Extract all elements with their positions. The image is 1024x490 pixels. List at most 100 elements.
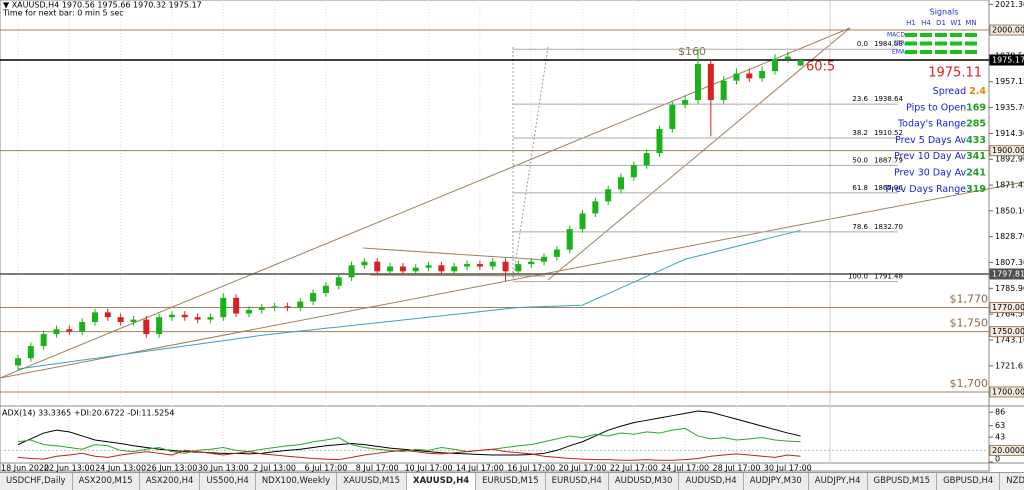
info-line: Prev 10 Day Av341 [894,151,986,162]
candle-body [310,293,317,302]
candle-body [682,100,689,105]
candle-body [258,307,265,310]
trend-line [0,181,1024,379]
price-level-label: 1770.00 [992,303,1024,312]
symbol-tab[interactable]: GBPUSD,M15 [868,473,938,490]
candle-body [771,58,778,72]
signal-cell [935,33,947,37]
signal-row: STR [893,40,905,47]
symbol-tab[interactable]: USDCHF,Daily [0,473,73,490]
candle-body [541,256,548,262]
candle-body [245,309,252,314]
candle-body [476,264,483,267]
symbol-tab[interactable]: EURUSD,H4 [546,473,609,490]
signal-column: H1 [906,19,916,27]
candle-body [502,261,509,272]
candle-body [643,153,650,166]
signal-cell [965,50,977,54]
indicator-line [17,448,801,461]
price-level-label: 1975.17 [992,55,1024,64]
symbol-tab[interactable]: NDX100,Weekly [256,473,338,490]
fib-level: 23.6 [852,95,868,103]
symbol-tab[interactable]: NZDUSD,M15 [1000,473,1024,490]
symbol-tab[interactable]: XAUUSD,H4 [407,473,477,490]
symbol-tab[interactable]: AUDJPY,M30 [744,473,809,490]
info-label: Spread [933,86,969,97]
price-level-note: $1,750 [950,317,989,330]
info-label: Prev 30 Day Av [894,167,967,178]
info-line: Pips to Open169 [906,102,986,113]
symbol-tab[interactable]: AUDUSD,M30 [609,473,680,490]
info-label: Today's Range [897,118,966,129]
info-value: 285 [966,118,986,129]
x-tick-label: 22 Jun 13:00 [44,464,95,473]
candle-body [566,229,573,250]
x-tick-label: 18 Jun 2020 [1,464,49,473]
fib-anchor [512,46,549,280]
annotation: $160 [678,45,706,58]
candle-body [53,329,60,335]
candle-body [207,317,214,320]
candle-body [630,165,637,178]
price-level-note: $1,770 [950,293,989,306]
candle-body [579,213,586,230]
symbol-tab[interactable]: EURUSD,M15 [476,473,546,490]
candle-body [412,267,419,272]
candle-body [40,334,47,347]
candle-body [707,63,714,101]
symbol-tab[interactable]: AUDJPY,H4 [809,473,868,490]
chart-title: ▼ XAUUSD,H4 1970.56 1975.66 1970.32 1975… [3,1,202,10]
y-tick-label: 1871.45 [995,181,1024,190]
price-level-label: 1750.00 [992,327,1024,336]
y-tick-label: 0 [995,455,1000,464]
candle-body [194,317,201,320]
y-tick-label: 63 [995,421,1005,430]
signal-cell [965,33,977,37]
candle-body [605,189,612,202]
fib-price: 1938.64 [874,95,903,103]
symbol-tab[interactable]: US500,H4 [200,473,256,490]
triangle-line [362,247,546,261]
x-tick-label: 2 Jul 13:00 [253,464,296,473]
signal-column: D1 [936,19,946,27]
candle-body [656,128,663,154]
x-tick-label: 20 Jul 17:00 [559,464,607,473]
indicator-level-label: 20.0000 [992,446,1024,455]
price-level-label: 1900.00 [992,146,1024,155]
x-tick-label: 24 Jul 17:00 [661,464,709,473]
signal-cell [920,41,932,46]
signal-cell [935,50,947,54]
y-tick-label: 1785.90 [995,284,1024,293]
chart-subtitle: Time for next bar: 0 min 5 sec [2,9,124,18]
price-level-label: 1797.81 [992,269,1024,278]
candle-body [374,261,381,272]
candle-body [528,261,535,265]
fib-price: 1865.06 [874,184,903,192]
candle-body [297,301,304,308]
symbol-tab[interactable]: ASX200,M15 [73,473,140,490]
symbol-tab[interactable]: GBPUSD,H4 [937,473,1001,490]
y-tick-label: 1914.30 [995,129,1024,138]
symbol-tab[interactable]: ASX200,H4 [140,473,201,490]
info-label: Prev 10 Day Av [894,151,967,162]
symbol-tab[interactable]: AUDUSD,H4 [679,473,744,490]
info-line: Prev 30 Day Av241 [894,167,986,178]
x-tick-label: 30 Jul 17:00 [764,464,812,473]
info-value: 2.4 [969,86,986,97]
y-tick-label: 1935.70 [995,103,1024,112]
candle-body [425,265,432,268]
signal-cell [905,41,917,46]
signal-cell [950,33,962,37]
x-tick-label: 8 Jul 17:00 [356,464,399,473]
candle-body [489,261,496,267]
price-level-tag [989,386,1024,398]
candle-body [79,321,86,332]
x-tick-label: 10 Jul 17:00 [405,464,453,473]
candle-body [27,346,34,359]
symbol-tab[interactable]: XAUUSD,M15 [337,473,408,490]
candle-body [130,319,137,322]
candle-body [220,297,227,318]
signal-cell [950,41,962,46]
price-level-tag [989,145,1024,157]
annotation: 60:5 [806,60,835,75]
